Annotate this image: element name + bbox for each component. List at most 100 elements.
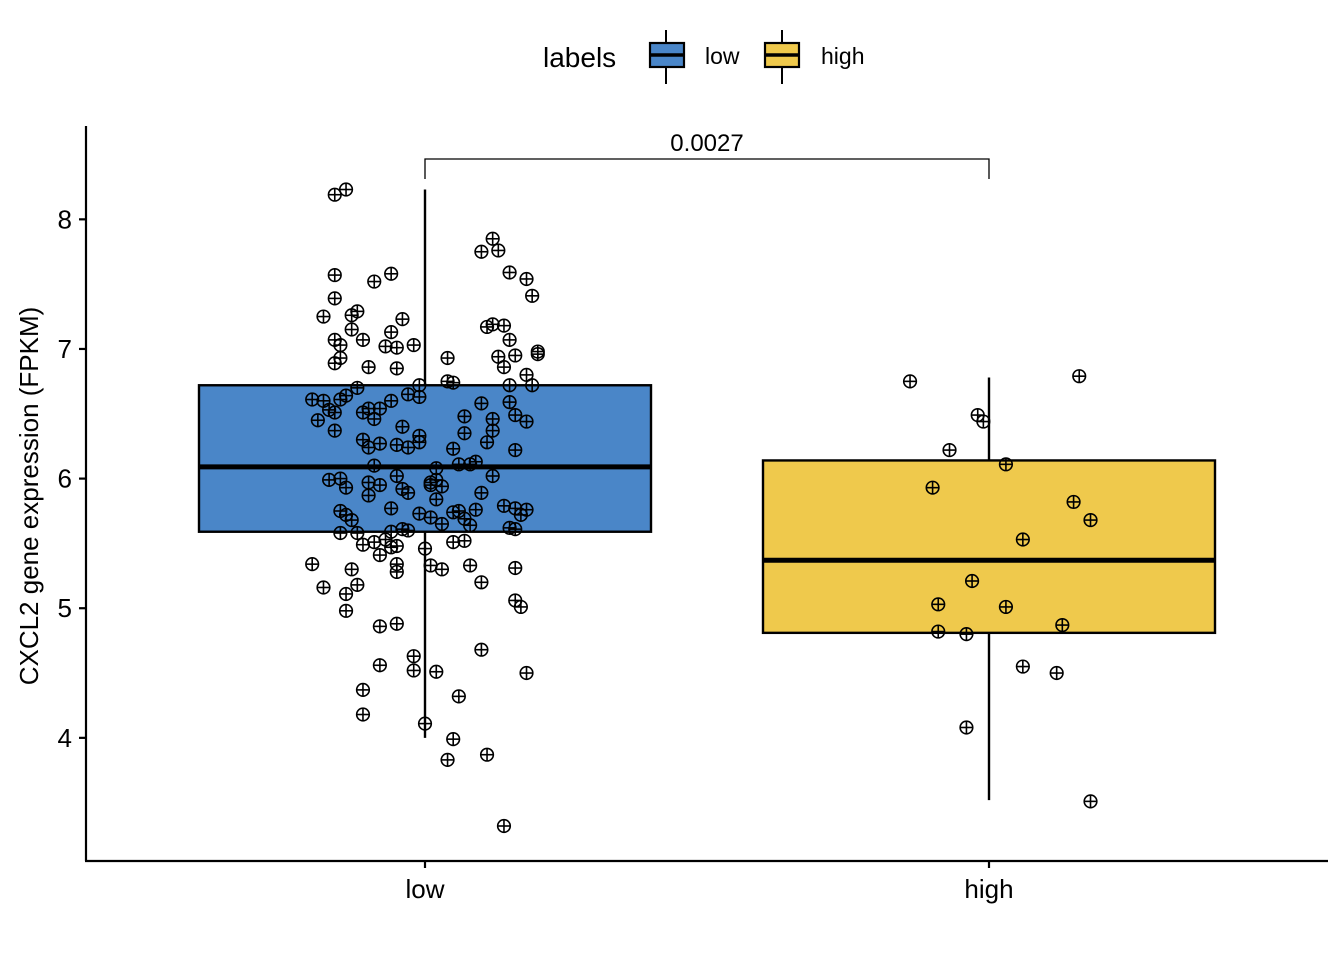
data-point-low — [412, 435, 427, 450]
data-point-low — [474, 244, 489, 259]
significance-bracket: 0.0027 — [424, 130, 990, 179]
y-tick-label: 6 — [58, 464, 72, 494]
data-point-low — [350, 525, 365, 541]
data-point-low — [508, 348, 523, 363]
data-point-low — [412, 389, 427, 405]
data-point-low — [457, 426, 472, 441]
data-point-low — [446, 732, 461, 747]
data-point-low — [491, 243, 506, 258]
data-point-low — [485, 468, 500, 484]
data-point-low — [361, 488, 376, 503]
data-point-low — [327, 291, 342, 306]
data-point-low — [412, 378, 427, 393]
data-point-low — [367, 458, 382, 473]
data-point-low — [378, 339, 393, 354]
data-point-low — [530, 347, 545, 362]
data-point-high — [998, 457, 1014, 472]
data-point-low — [508, 442, 523, 458]
data-point-low — [338, 480, 354, 495]
legend: labels low high — [543, 30, 864, 84]
data-point-low — [395, 419, 410, 434]
data-point-low — [389, 437, 404, 452]
data-point-low — [485, 317, 500, 332]
data-point-high — [1083, 512, 1098, 528]
data-point-low — [502, 378, 517, 393]
data-point-low — [429, 492, 444, 507]
x-ticks: low high — [405, 861, 1014, 904]
data-point-low — [355, 537, 371, 552]
data-point-low — [344, 562, 359, 577]
data-point-low — [338, 182, 354, 197]
data-point-low — [474, 485, 489, 500]
data-point-low — [479, 747, 495, 762]
data-point-low — [474, 642, 489, 657]
data-point-high — [1015, 659, 1030, 674]
data-point-low — [395, 312, 410, 327]
data-point-high — [976, 414, 991, 429]
y-axis-title: CXCL2 gene expression (FPKM) — [14, 307, 44, 686]
data-point-low — [508, 560, 523, 576]
data-point-low — [327, 267, 342, 283]
data-point-low — [463, 518, 478, 533]
data-point-low — [525, 288, 540, 303]
data-point-low — [372, 658, 387, 673]
data-point-low — [372, 436, 387, 451]
data-point-low — [446, 375, 461, 390]
data-point-high — [998, 599, 1014, 615]
data-point-low — [406, 649, 421, 664]
data-point-low — [305, 392, 320, 407]
data-point-low — [400, 485, 416, 500]
data-point-low — [355, 707, 371, 722]
data-point-low — [406, 663, 421, 678]
data-point-low — [367, 274, 382, 289]
data-point-low — [384, 524, 399, 539]
data-point-low — [485, 411, 500, 427]
data-point-low — [384, 393, 399, 408]
data-point-low — [384, 325, 399, 340]
data-point-low — [502, 332, 517, 347]
y-tick-label: 8 — [58, 204, 72, 234]
legend-key-low — [648, 30, 686, 84]
data-point-high — [931, 624, 946, 639]
data-point-high — [959, 720, 974, 735]
y-tick-label: 7 — [58, 334, 72, 364]
legend-label-low: low — [705, 43, 740, 69]
p-value-label: 0.0027 — [670, 130, 743, 157]
data-point-low — [400, 387, 416, 402]
data-point-low — [361, 475, 376, 490]
data-point-low — [417, 716, 433, 731]
data-point-high — [942, 442, 957, 458]
data-point-low — [485, 423, 500, 438]
data-point-low — [446, 535, 461, 550]
data-point-low — [457, 533, 472, 548]
data-point-low — [367, 535, 382, 550]
data-point-low — [361, 360, 376, 375]
data-point-high — [1066, 494, 1081, 510]
data-point-low — [508, 407, 523, 423]
legend-label-high: high — [821, 43, 864, 69]
data-point-low — [406, 337, 421, 353]
y-tick-label: 4 — [58, 723, 72, 753]
data-point-low — [513, 599, 528, 615]
legend-key-high — [763, 30, 801, 84]
data-point-low — [384, 266, 399, 281]
data-point-high — [964, 573, 980, 589]
data-point-low — [372, 477, 387, 493]
data-point-low — [400, 523, 416, 538]
data-point-low — [496, 818, 512, 834]
legend-title: labels — [543, 42, 616, 73]
data-point-low — [350, 380, 365, 395]
data-point-low — [372, 547, 387, 563]
data-point-low — [367, 411, 382, 427]
data-point-low — [400, 440, 416, 455]
data-point-low — [389, 340, 404, 355]
data-point-low — [389, 564, 404, 580]
data-point-high — [1049, 665, 1064, 681]
data-point-low — [333, 525, 348, 541]
data-point-low — [485, 231, 500, 246]
x-tick-label-high: high — [964, 874, 1013, 904]
data-point-high — [1072, 369, 1087, 384]
data-point-low — [519, 271, 534, 287]
data-point-low — [446, 441, 461, 456]
